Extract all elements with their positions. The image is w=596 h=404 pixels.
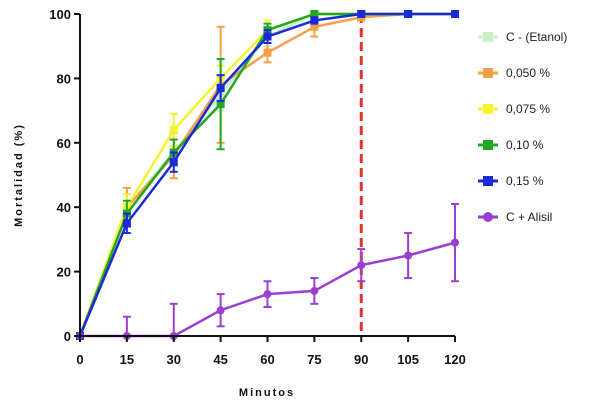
x-tick-label: 60 bbox=[260, 352, 274, 367]
series-4 bbox=[76, 10, 459, 340]
legend-label: 0,10 % bbox=[506, 138, 544, 152]
data-point bbox=[216, 100, 225, 109]
data-point bbox=[263, 290, 272, 299]
data-point bbox=[310, 10, 319, 18]
x-axis-title: Minutos bbox=[239, 387, 295, 399]
legend-marker bbox=[483, 176, 493, 186]
legend-item: 0,15 % bbox=[478, 174, 544, 188]
series-5 bbox=[76, 202, 459, 340]
legend-label: 0,050 % bbox=[506, 66, 550, 80]
legend-label: C - (Etanol) bbox=[506, 30, 567, 44]
x-tick-label: 30 bbox=[167, 352, 181, 367]
y-tick-label: 40 bbox=[57, 200, 71, 215]
data-point bbox=[310, 16, 319, 25]
data-point bbox=[357, 261, 366, 270]
legend-marker bbox=[483, 32, 493, 42]
data-point bbox=[310, 286, 319, 295]
x-tick-label: 0 bbox=[76, 352, 83, 367]
y-axis-title: Mortalidad (%) bbox=[13, 123, 25, 227]
data-point bbox=[169, 158, 178, 167]
data-point bbox=[216, 84, 225, 93]
legend-marker bbox=[483, 104, 493, 114]
x-tick-label: 105 bbox=[397, 352, 419, 367]
data-point bbox=[404, 10, 413, 18]
legend-item: C - (Etanol) bbox=[478, 30, 567, 44]
legend-marker bbox=[483, 68, 493, 78]
legend-item: 0,050 % bbox=[478, 66, 550, 80]
x-tick-label: 90 bbox=[354, 352, 368, 367]
legend-label: 0,15 % bbox=[506, 174, 544, 188]
data-point bbox=[451, 238, 459, 247]
x-tick-label: 120 bbox=[444, 352, 466, 367]
data-point bbox=[263, 32, 272, 41]
legend: C - (Etanol) 0,050 % 0,075 % 0,10 % 0,15 % C … bbox=[478, 30, 567, 224]
data-point bbox=[216, 306, 225, 315]
y-tick-label: 100 bbox=[49, 7, 71, 22]
data-point bbox=[263, 48, 272, 57]
data-point bbox=[169, 125, 178, 134]
x-tick-label: 75 bbox=[307, 352, 321, 367]
legend-label: C + Alisil bbox=[506, 210, 552, 224]
legend-marker bbox=[483, 140, 493, 150]
y-tick-label: 20 bbox=[57, 265, 71, 280]
data-point bbox=[357, 10, 366, 18]
legend-item: 0,10 % bbox=[478, 138, 544, 152]
legend-item: C + Alisil bbox=[478, 210, 552, 224]
y-tick-label: 60 bbox=[57, 136, 71, 151]
y-tick-label: 80 bbox=[57, 71, 71, 86]
axes: Mortalidad (%) Minutos 0 20 40 60 80 100 0 15 30… bbox=[13, 7, 466, 399]
y-tick-label: 0 bbox=[64, 329, 71, 344]
data-point bbox=[310, 22, 319, 31]
data-point bbox=[122, 219, 131, 228]
legend-marker bbox=[483, 212, 493, 222]
data-point bbox=[451, 10, 459, 18]
legend-item: 0,075 % bbox=[478, 102, 550, 116]
data-point bbox=[404, 251, 413, 260]
x-tick-label: 45 bbox=[213, 352, 227, 367]
x-tick-label: 15 bbox=[120, 352, 134, 367]
legend-label: 0,075 % bbox=[506, 102, 550, 116]
plot-area bbox=[76, 10, 459, 340]
